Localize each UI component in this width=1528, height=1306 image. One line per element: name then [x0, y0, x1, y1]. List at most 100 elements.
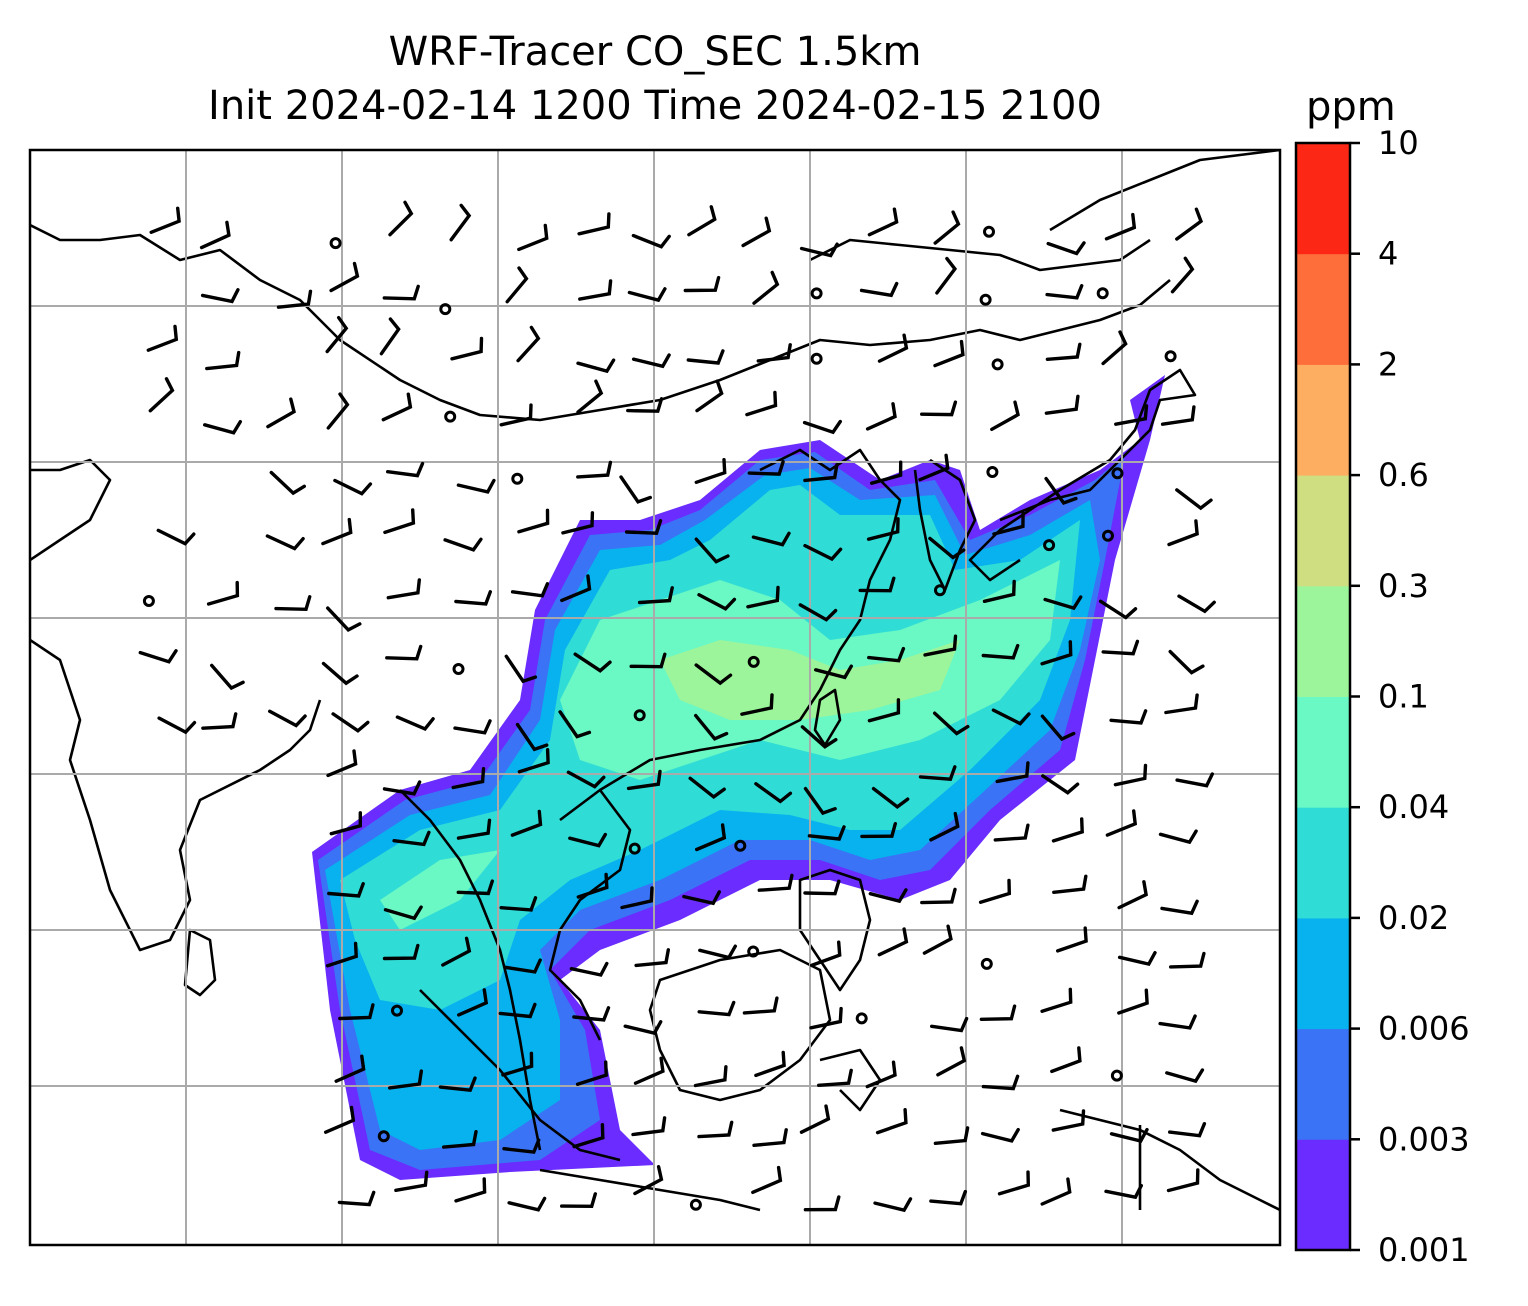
wind-barb: [619, 475, 652, 504]
wind-barb: [865, 1060, 897, 1089]
wind-barb: [980, 1127, 1020, 1143]
wind-barb: [920, 887, 957, 905]
wind-barb: [1098, 599, 1138, 620]
wind-barb: [687, 205, 717, 237]
wind-barb: [325, 941, 358, 968]
wind-barb: [1043, 595, 1083, 611]
wind-barb: [1164, 693, 1199, 715]
wind-barb: [631, 1116, 667, 1137]
wind-barb: [517, 748, 550, 774]
calm-marker: [1111, 467, 1124, 480]
wind-barb: [995, 761, 1030, 784]
wind-barb: [510, 582, 550, 598]
wind-barb: [1105, 809, 1138, 837]
wind-barb: [1101, 639, 1140, 656]
wind-barb: [633, 1165, 664, 1196]
wind-barb: [558, 710, 592, 739]
wind-barb: [803, 879, 841, 896]
wind-barb: [1045, 342, 1082, 361]
wind-barb: [1051, 1109, 1086, 1132]
calm-marker: [452, 663, 465, 675]
wind-barb: [809, 1006, 843, 1030]
wind-barb: [858, 576, 896, 593]
wind-barb: [803, 463, 839, 483]
wind-barb: [517, 223, 549, 252]
colorbar-tick-label: 0.3: [1378, 567, 1429, 605]
wind-barb: [694, 663, 733, 686]
wind-barb: [694, 458, 727, 484]
coastline-korea: [913, 458, 977, 592]
colorbar-segment: [1296, 1139, 1350, 1251]
calm-marker: [511, 472, 524, 485]
wind-barb: [992, 511, 1025, 536]
wind-barb: [626, 769, 662, 791]
wind-barb: [918, 453, 950, 482]
wind-barb: [321, 517, 353, 546]
wind-barb: [507, 1196, 547, 1212]
wind-barb: [870, 460, 903, 485]
co-tracer-plume: [312, 375, 1165, 1180]
calm-marker: [329, 237, 342, 250]
coastline-borneo: [648, 948, 832, 1102]
wind-barb: [623, 1020, 663, 1036]
wind-barb: [803, 1195, 841, 1212]
wind-barb: [741, 216, 772, 248]
wind-barb: [918, 765, 957, 781]
wind-barb: [697, 593, 737, 611]
calm-marker: [391, 1004, 403, 1017]
wind-barb: [268, 709, 307, 728]
wind-barb: [210, 663, 245, 691]
wind-barb: [388, 200, 414, 237]
wind-barb: [1167, 519, 1199, 547]
wind-barb: [1044, 394, 1080, 415]
wind-barb: [933, 711, 970, 736]
wind-barb: [697, 1000, 736, 1017]
wind-barb: [756, 343, 792, 363]
wind-barb: [991, 708, 1031, 726]
wind-barb: [503, 958, 542, 974]
wind-barb: [1117, 880, 1148, 910]
wind-barb: [1160, 899, 1199, 916]
wind-barb: [575, 1060, 608, 1086]
wind-barb: [383, 508, 416, 535]
wind-barb: [324, 1105, 356, 1134]
calm-marker: [810, 287, 823, 300]
wind-barb: [1104, 212, 1137, 241]
wind-barb: [1177, 594, 1216, 614]
coastline-russia-east: [1049, 150, 1280, 232]
wind-barb: [334, 1054, 366, 1083]
calm-marker: [980, 957, 993, 970]
coastline-sri-lanka: [183, 928, 217, 997]
calm-marker: [991, 358, 1004, 371]
wind-barb: [1166, 1168, 1200, 1193]
wind-barb: [751, 1165, 783, 1194]
wind-barb: [149, 206, 181, 234]
wind-barb: [1165, 1068, 1205, 1084]
wind-barb: [510, 809, 543, 837]
wind-barb: [138, 649, 178, 664]
coastline-taiwan: [813, 688, 842, 747]
wind-barb: [865, 402, 897, 431]
wind-barb: [146, 324, 179, 352]
wind-barb: [693, 1065, 728, 1088]
wind-barb: [740, 693, 774, 716]
wind-barb: [933, 210, 961, 245]
wind-barb: [394, 1170, 429, 1192]
wind-barb: [566, 770, 606, 789]
wind-barb: [1046, 241, 1086, 256]
colorbar-segment: [1296, 143, 1350, 255]
colorbar-tick-label: 10: [1378, 124, 1419, 162]
wind-barb: [572, 1006, 611, 1022]
wind-barb: [381, 392, 413, 422]
wind-barb: [688, 776, 726, 800]
wind-barb: [860, 822, 897, 839]
wind-barb: [200, 288, 240, 304]
wind-barb: [206, 580, 240, 606]
wind-barb: [814, 664, 853, 680]
wind-barb: [379, 317, 401, 356]
wind-barb: [799, 242, 839, 258]
wind-barb: [803, 786, 837, 816]
wind-barb: [631, 353, 671, 369]
wind-barb: [201, 712, 238, 730]
coastline-new-guinea: [1059, 1108, 1280, 1212]
